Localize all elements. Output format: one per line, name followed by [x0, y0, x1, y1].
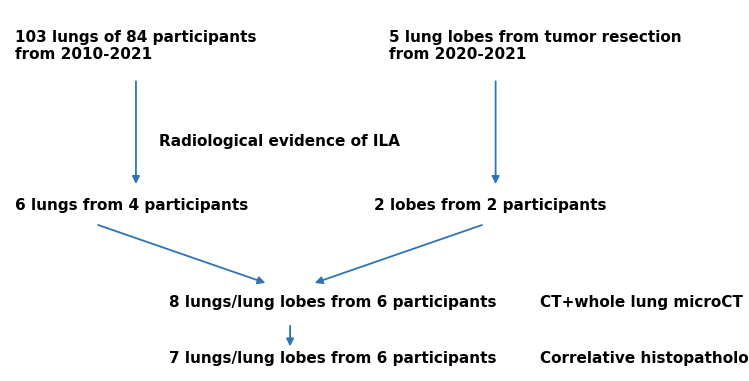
Text: Radiological evidence of ILA: Radiological evidence of ILA	[159, 134, 399, 149]
Text: 7 lungs/lung lobes from 6 participants: 7 lungs/lung lobes from 6 participants	[169, 351, 497, 366]
Text: 6 lungs from 4 participants: 6 lungs from 4 participants	[15, 198, 248, 213]
Text: Correlative histopathology: Correlative histopathology	[539, 351, 749, 366]
Text: 8 lungs/lung lobes from 6 participants: 8 lungs/lung lobes from 6 participants	[169, 295, 497, 310]
Text: 5 lung lobes from tumor resection
from 2020-2021: 5 lung lobes from tumor resection from 2…	[389, 30, 682, 62]
Text: 2 lobes from 2 participants: 2 lobes from 2 participants	[374, 198, 607, 213]
Text: CT+whole lung microCT: CT+whole lung microCT	[539, 295, 742, 310]
Text: 103 lungs of 84 participants
from 2010-2021: 103 lungs of 84 participants from 2010-2…	[15, 30, 256, 62]
